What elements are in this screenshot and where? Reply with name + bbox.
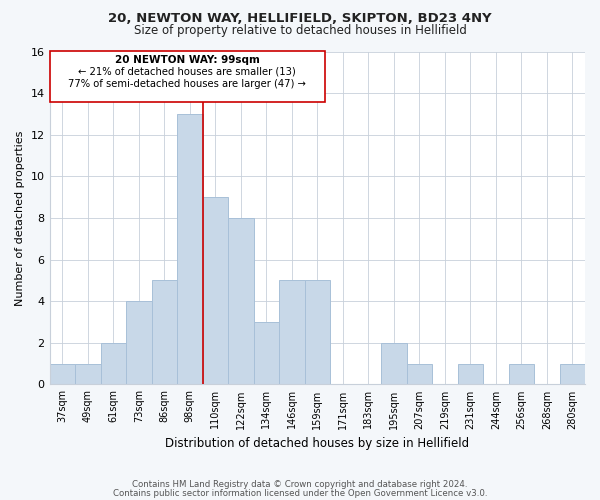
Bar xyxy=(381,343,407,384)
Bar xyxy=(509,364,534,384)
Bar xyxy=(228,218,254,384)
Text: ← 21% of detached houses are smaller (13): ← 21% of detached houses are smaller (13… xyxy=(79,66,296,76)
Bar xyxy=(203,197,228,384)
Bar xyxy=(152,280,177,384)
Bar xyxy=(407,364,432,384)
Text: 20, NEWTON WAY, HELLIFIELD, SKIPTON, BD23 4NY: 20, NEWTON WAY, HELLIFIELD, SKIPTON, BD2… xyxy=(108,12,492,26)
Bar xyxy=(560,364,585,384)
Bar xyxy=(50,52,325,102)
Bar xyxy=(254,322,279,384)
Text: Contains HM Land Registry data © Crown copyright and database right 2024.: Contains HM Land Registry data © Crown c… xyxy=(132,480,468,489)
Bar xyxy=(279,280,305,384)
X-axis label: Distribution of detached houses by size in Hellifield: Distribution of detached houses by size … xyxy=(165,437,469,450)
Text: 20 NEWTON WAY: 99sqm: 20 NEWTON WAY: 99sqm xyxy=(115,55,260,65)
Text: Contains public sector information licensed under the Open Government Licence v3: Contains public sector information licen… xyxy=(113,489,487,498)
Bar xyxy=(126,301,152,384)
Bar xyxy=(177,114,203,384)
Text: 77% of semi-detached houses are larger (47) →: 77% of semi-detached houses are larger (… xyxy=(68,79,306,89)
Y-axis label: Number of detached properties: Number of detached properties xyxy=(15,130,25,306)
Bar xyxy=(50,364,75,384)
Bar xyxy=(305,280,330,384)
Bar xyxy=(75,364,101,384)
Bar xyxy=(458,364,483,384)
Text: Size of property relative to detached houses in Hellifield: Size of property relative to detached ho… xyxy=(134,24,466,37)
Bar xyxy=(101,343,126,384)
